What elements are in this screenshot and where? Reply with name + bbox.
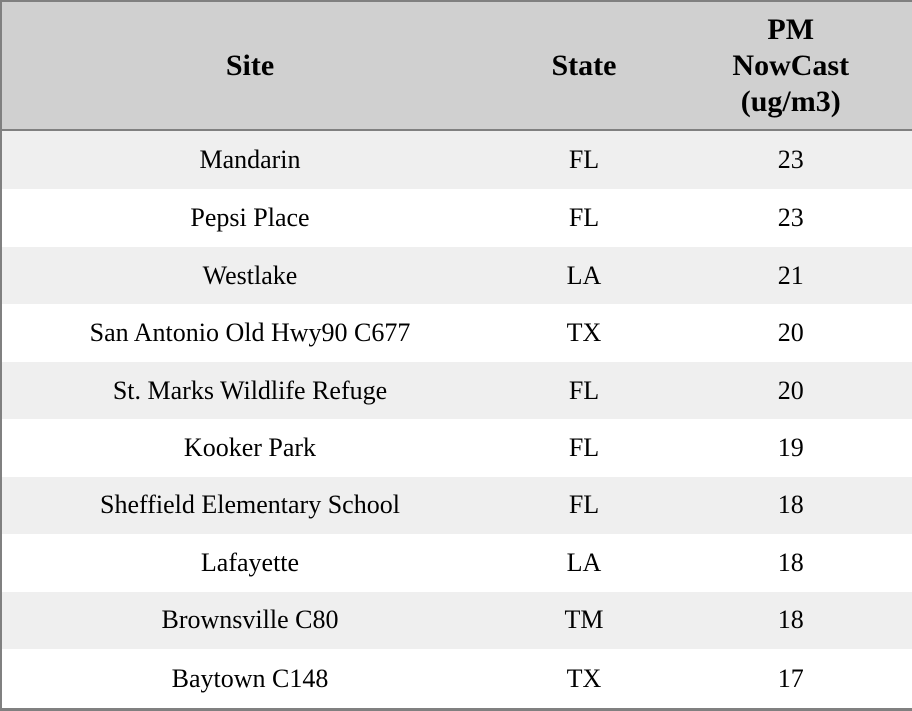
table-row: Mandarin FL 23 xyxy=(1,130,912,190)
column-header-state: State xyxy=(498,1,670,131)
state-cell: FL xyxy=(568,490,600,520)
state-cell: FL xyxy=(568,145,600,175)
pm-nowcast-cell: 18 xyxy=(777,490,804,520)
table-row: Westlake LA 21 xyxy=(1,246,912,305)
table-row: Lafayette LA 18 xyxy=(1,534,912,592)
table-row: St. Marks Wildlife Refuge FL 20 xyxy=(1,361,912,420)
pm-nowcast-cell: 20 xyxy=(777,318,804,348)
site-cell: Sheffield Elementary School xyxy=(100,490,400,520)
state-cell: LA xyxy=(566,260,602,290)
table-row: Kooker Park FL 19 xyxy=(1,419,912,477)
column-header-site: Site xyxy=(1,1,498,131)
pm-nowcast-cell: 18 xyxy=(777,547,804,577)
state-cell: TM xyxy=(564,605,604,635)
table-row: Pepsi Place FL 23 xyxy=(1,189,912,247)
state-cell: FL xyxy=(568,432,600,462)
pm-nowcast-cell: 23 xyxy=(777,203,804,233)
site-cell: Mandarin xyxy=(199,145,301,175)
site-cell: Pepsi Place xyxy=(190,203,310,233)
site-cell: Kooker Park xyxy=(183,432,317,462)
pm-nowcast-cell: 19 xyxy=(777,432,804,462)
site-cell: Westlake xyxy=(202,260,298,290)
column-header-state-label: State xyxy=(551,48,617,82)
site-cell: Brownsville C80 xyxy=(161,605,339,635)
column-header-pm-nowcast-label: PM NowCast (ug/m3) xyxy=(732,12,850,118)
pm-nowcast-cell: 17 xyxy=(777,663,804,693)
state-cell: LA xyxy=(566,547,602,577)
pm-nowcast-cell: 21 xyxy=(777,260,804,290)
table-body: Mandarin FL 23 Pepsi Place FL 23 Westlake LA 21 S… xyxy=(1,130,912,710)
table-row: Baytown C148 TX 17 xyxy=(1,649,912,710)
pm-nowcast-cell: 23 xyxy=(777,145,804,175)
column-header-pm-nowcast: PM NowCast (ug/m3) xyxy=(670,1,912,131)
table-header-row: Site State PM NowCast (ug/m3) xyxy=(1,1,912,131)
column-header-site-label: Site xyxy=(225,48,275,82)
site-cell: Baytown C148 xyxy=(171,663,329,693)
table-row: San Antonio Old Hwy90 C677 TX 20 xyxy=(1,304,912,362)
site-cell: San Antonio Old Hwy90 C677 xyxy=(89,318,411,348)
state-cell: FL xyxy=(568,375,600,405)
table-row: Brownsville C80 TM 18 xyxy=(1,591,912,650)
pm-nowcast-cell: 20 xyxy=(777,375,804,405)
site-cell: Lafayette xyxy=(200,547,300,577)
state-cell: TX xyxy=(566,663,602,693)
state-cell: FL xyxy=(568,203,600,233)
state-cell: TX xyxy=(566,318,602,348)
table-row: Sheffield Elementary School FL 18 xyxy=(1,476,912,535)
pm-nowcast-cell: 18 xyxy=(777,605,804,635)
site-cell: St. Marks Wildlife Refuge xyxy=(112,375,388,405)
